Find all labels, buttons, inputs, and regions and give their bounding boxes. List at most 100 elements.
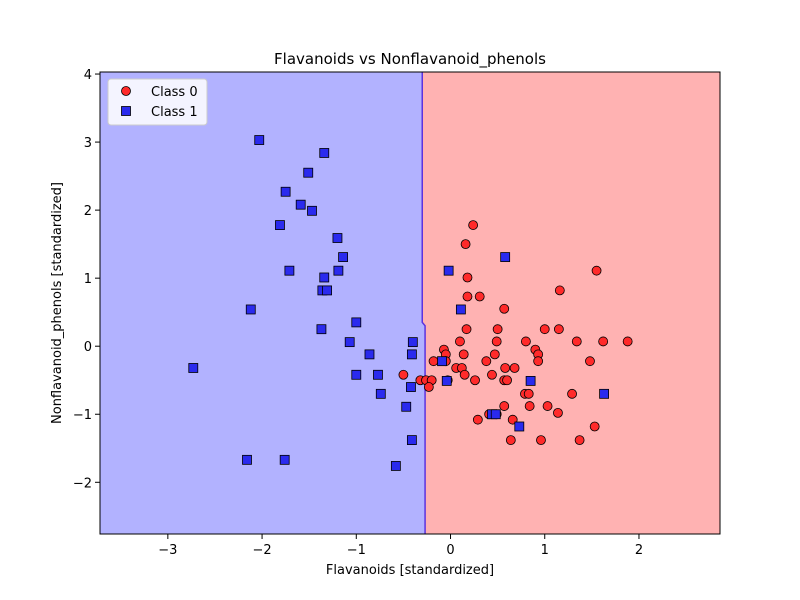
class0-point <box>489 349 500 360</box>
axes-frame <box>99 71 721 535</box>
class1-point <box>490 409 501 420</box>
class1-point <box>279 454 290 465</box>
x-axis-label: Flavanoids [standardized] <box>326 563 494 578</box>
class0-point <box>542 401 553 411</box>
x-tick-label: −2 <box>252 543 271 558</box>
class0-point <box>571 336 582 347</box>
class1-point <box>351 369 362 380</box>
class0-point <box>524 401 535 411</box>
class1-point <box>406 435 417 446</box>
class0-point <box>470 375 480 386</box>
class0-point <box>458 349 469 360</box>
class0-point <box>460 239 471 250</box>
class0-point <box>567 388 577 399</box>
class0-point <box>523 388 534 399</box>
y-tick-label: −1 <box>73 408 92 423</box>
y-tick-label: 4 <box>84 68 92 83</box>
class1-point <box>333 265 344 276</box>
legend-class0-marker <box>121 86 131 96</box>
class0-point <box>553 407 563 418</box>
class0-point <box>487 369 497 380</box>
class0-point <box>492 324 503 335</box>
class0-point <box>505 435 516 446</box>
class1-point <box>284 265 295 276</box>
class1-point <box>443 265 454 276</box>
class1-point <box>406 349 417 360</box>
class1-point <box>351 317 362 328</box>
class1-point <box>441 376 452 386</box>
x-tick-label: −1 <box>347 543 366 558</box>
class0-point <box>585 356 595 367</box>
plot-area <box>100 72 720 534</box>
x-axis-ticks: −3 −2 −1 0 1 2 <box>158 534 643 558</box>
class0-point <box>533 356 544 367</box>
class0-decision-region <box>422 72 720 534</box>
class1-point <box>344 337 355 348</box>
class1-point <box>406 382 416 392</box>
class0-point <box>574 435 585 446</box>
y-axis-label: Nonflavanoid_phenols [standardized] <box>50 182 65 424</box>
class1-point <box>437 356 447 367</box>
class1-point <box>322 285 332 296</box>
class0-point <box>536 435 546 446</box>
class0-point <box>468 220 479 230</box>
class1-point <box>375 388 386 399</box>
class0-point <box>598 336 609 347</box>
y-tick-label: 3 <box>84 136 92 151</box>
legend-class1-label: Class 1 <box>151 105 198 120</box>
class1-point <box>275 220 285 230</box>
class0-point <box>423 382 434 392</box>
class0-point <box>455 336 465 347</box>
y-tick-label: −2 <box>73 476 92 491</box>
x-tick-label: 2 <box>635 543 643 558</box>
chart-title: Flavanoids vs Nonflavanoid_phenols <box>274 50 546 69</box>
class1-points <box>188 135 610 471</box>
class0-point <box>520 336 531 347</box>
class0-point <box>499 401 510 411</box>
x-tick-label: 0 <box>446 543 454 558</box>
class1-point <box>303 167 314 178</box>
class0-point <box>398 369 409 380</box>
class0-point <box>481 356 492 367</box>
y-tick-label: 2 <box>84 204 92 219</box>
class0-point <box>472 414 483 425</box>
legend: Class 0 Class 1 <box>107 78 208 126</box>
class0-point <box>589 421 600 432</box>
class0-point <box>554 285 565 296</box>
class0-point <box>428 356 439 367</box>
class0-point <box>461 324 472 335</box>
class1-point <box>316 324 327 335</box>
class0-point <box>553 324 564 335</box>
class1-point <box>514 421 525 432</box>
class1-point <box>319 148 330 158</box>
decision-boundary-line <box>421 72 426 534</box>
class1-point <box>245 304 256 315</box>
x-tick-label: −3 <box>158 543 177 558</box>
class1-point <box>280 186 291 197</box>
y-axis-ticks: −2 −1 0 1 2 3 4 <box>73 68 100 491</box>
class0-point <box>474 291 485 302</box>
class0-point <box>499 303 510 314</box>
class0-point <box>591 265 602 276</box>
class0-point <box>500 363 511 373</box>
class1-point <box>373 369 383 380</box>
class0-point <box>462 272 473 283</box>
class0-point <box>491 336 502 347</box>
class1-point <box>364 349 375 360</box>
class1-point <box>295 199 306 210</box>
class1-point <box>525 376 536 386</box>
class1-point <box>319 272 330 283</box>
class1-point <box>338 252 349 262</box>
class0-point <box>622 336 633 347</box>
class1-point <box>401 401 412 412</box>
class0-point <box>539 324 550 335</box>
legend-box <box>107 78 208 126</box>
class1-point <box>599 388 610 399</box>
class1-point <box>332 233 343 243</box>
class1-point <box>242 454 252 465</box>
y-tick-label: 1 <box>84 272 92 287</box>
class0-point <box>459 369 470 380</box>
class1-decision-region <box>100 72 426 534</box>
x-tick-label: 1 <box>541 543 549 558</box>
